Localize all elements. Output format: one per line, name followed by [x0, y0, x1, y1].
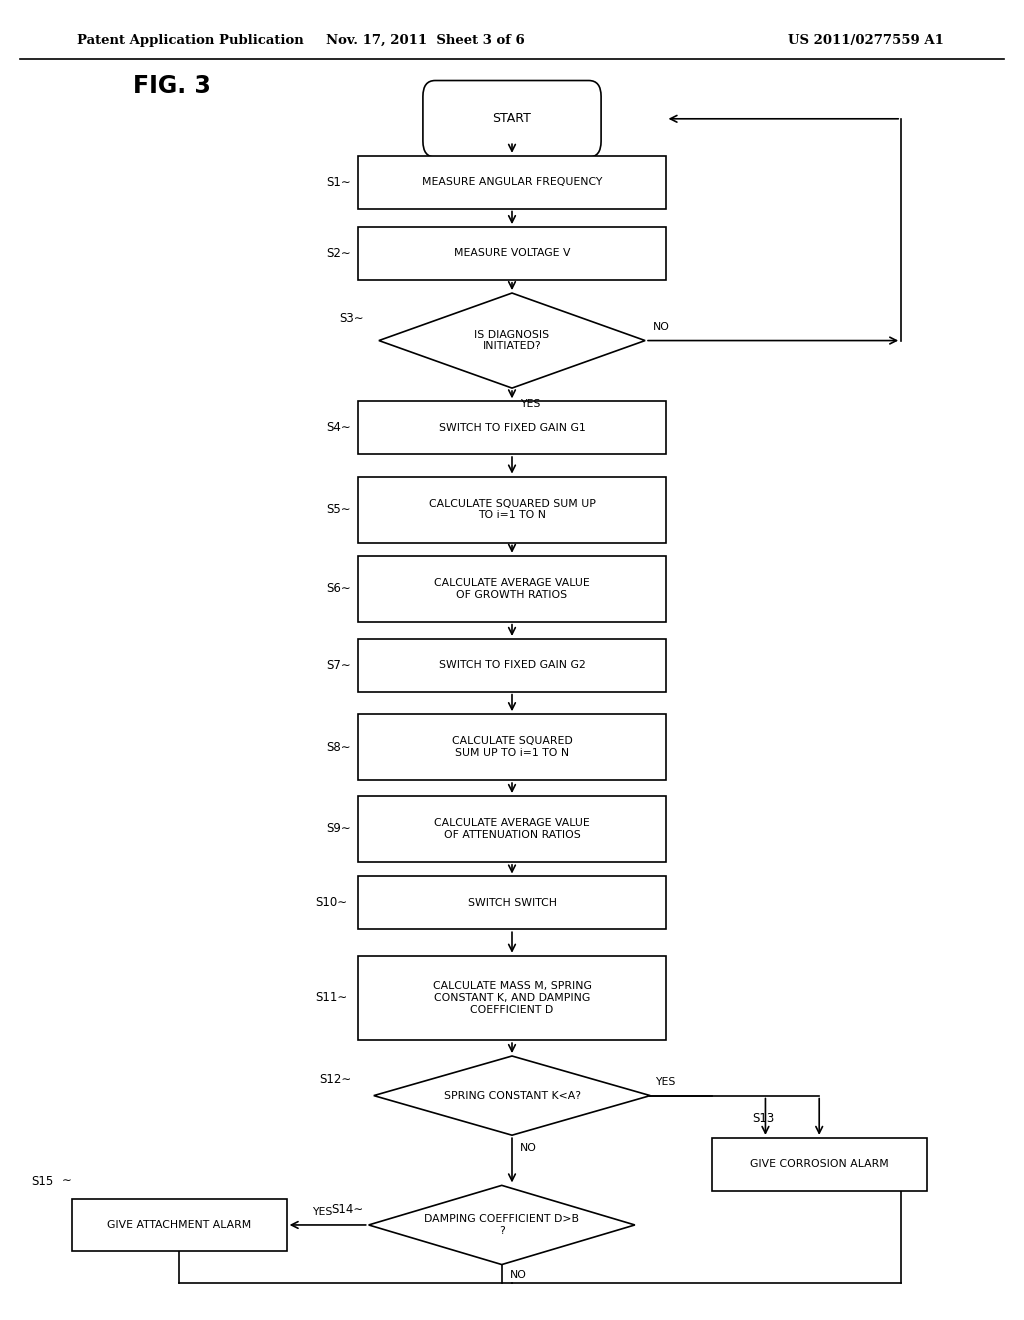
- Text: GIVE CORROSION ALARM: GIVE CORROSION ALARM: [750, 1159, 889, 1170]
- Text: S1∼: S1∼: [327, 176, 351, 189]
- Text: YES: YES: [520, 399, 541, 409]
- Bar: [712, 1138, 927, 1191]
- Bar: [358, 956, 666, 1040]
- Bar: [72, 1199, 287, 1251]
- Text: SWITCH TO FIXED GAIN G2: SWITCH TO FIXED GAIN G2: [438, 660, 586, 671]
- Bar: [358, 876, 666, 929]
- Text: S10∼: S10∼: [315, 896, 347, 909]
- Text: S4∼: S4∼: [327, 421, 351, 434]
- Text: S13: S13: [753, 1111, 775, 1125]
- Text: ∼: ∼: [61, 1175, 72, 1188]
- Text: S3∼: S3∼: [339, 312, 364, 325]
- Text: DAMPING COEFFICIENT D>B
?: DAMPING COEFFICIENT D>B ?: [424, 1214, 580, 1236]
- Bar: [358, 639, 666, 692]
- Text: MEASURE VOLTAGE V: MEASURE VOLTAGE V: [454, 248, 570, 259]
- Text: SPRING CONSTANT K<A?: SPRING CONSTANT K<A?: [443, 1090, 581, 1101]
- Text: S6∼: S6∼: [327, 582, 351, 595]
- Text: NO: NO: [653, 322, 670, 333]
- FancyBboxPatch shape: [423, 81, 601, 157]
- Polygon shape: [374, 1056, 650, 1135]
- Text: CALCULATE AVERAGE VALUE
OF GROWTH RATIOS: CALCULATE AVERAGE VALUE OF GROWTH RATIOS: [434, 578, 590, 599]
- Bar: [358, 796, 666, 862]
- Text: US 2011/0277559 A1: US 2011/0277559 A1: [788, 34, 944, 46]
- Text: S9∼: S9∼: [327, 822, 351, 836]
- Text: CALCULATE MASS M, SPRING
CONSTANT K, AND DAMPING
COEFFICIENT D: CALCULATE MASS M, SPRING CONSTANT K, AND…: [432, 981, 592, 1015]
- Text: CALCULATE SQUARED
SUM UP TO i=1 TO N: CALCULATE SQUARED SUM UP TO i=1 TO N: [452, 737, 572, 758]
- Text: NO: NO: [520, 1143, 537, 1154]
- Bar: [358, 714, 666, 780]
- Text: S11∼: S11∼: [315, 991, 347, 1005]
- Text: NO: NO: [510, 1270, 526, 1280]
- Bar: [358, 156, 666, 209]
- Text: SWITCH SWITCH: SWITCH SWITCH: [468, 898, 556, 908]
- Text: YES: YES: [312, 1206, 333, 1217]
- Text: MEASURE ANGULAR FREQUENCY: MEASURE ANGULAR FREQUENCY: [422, 177, 602, 187]
- Text: Nov. 17, 2011  Sheet 3 of 6: Nov. 17, 2011 Sheet 3 of 6: [326, 34, 524, 46]
- Text: SWITCH TO FIXED GAIN G1: SWITCH TO FIXED GAIN G1: [438, 422, 586, 433]
- Text: S2∼: S2∼: [327, 247, 351, 260]
- Text: START: START: [493, 112, 531, 125]
- Text: YES: YES: [655, 1077, 676, 1088]
- Text: IS DIAGNOSIS
INITIATED?: IS DIAGNOSIS INITIATED?: [474, 330, 550, 351]
- Text: S8∼: S8∼: [327, 741, 351, 754]
- Bar: [358, 401, 666, 454]
- Text: S15: S15: [31, 1175, 53, 1188]
- Bar: [358, 227, 666, 280]
- Text: S7∼: S7∼: [327, 659, 351, 672]
- Text: GIVE ATTACHMENT ALARM: GIVE ATTACHMENT ALARM: [108, 1220, 251, 1230]
- Text: FIG. 3: FIG. 3: [133, 74, 211, 98]
- Text: CALCULATE SQUARED SUM UP
TO i=1 TO N: CALCULATE SQUARED SUM UP TO i=1 TO N: [429, 499, 595, 520]
- Polygon shape: [379, 293, 645, 388]
- Polygon shape: [369, 1185, 635, 1265]
- Text: CALCULATE AVERAGE VALUE
OF ATTENUATION RATIOS: CALCULATE AVERAGE VALUE OF ATTENUATION R…: [434, 818, 590, 840]
- Text: S14∼: S14∼: [332, 1203, 364, 1216]
- Bar: [358, 477, 666, 543]
- Bar: [358, 556, 666, 622]
- Text: Patent Application Publication: Patent Application Publication: [77, 34, 303, 46]
- Text: S12∼: S12∼: [319, 1073, 351, 1086]
- Text: S5∼: S5∼: [327, 503, 351, 516]
